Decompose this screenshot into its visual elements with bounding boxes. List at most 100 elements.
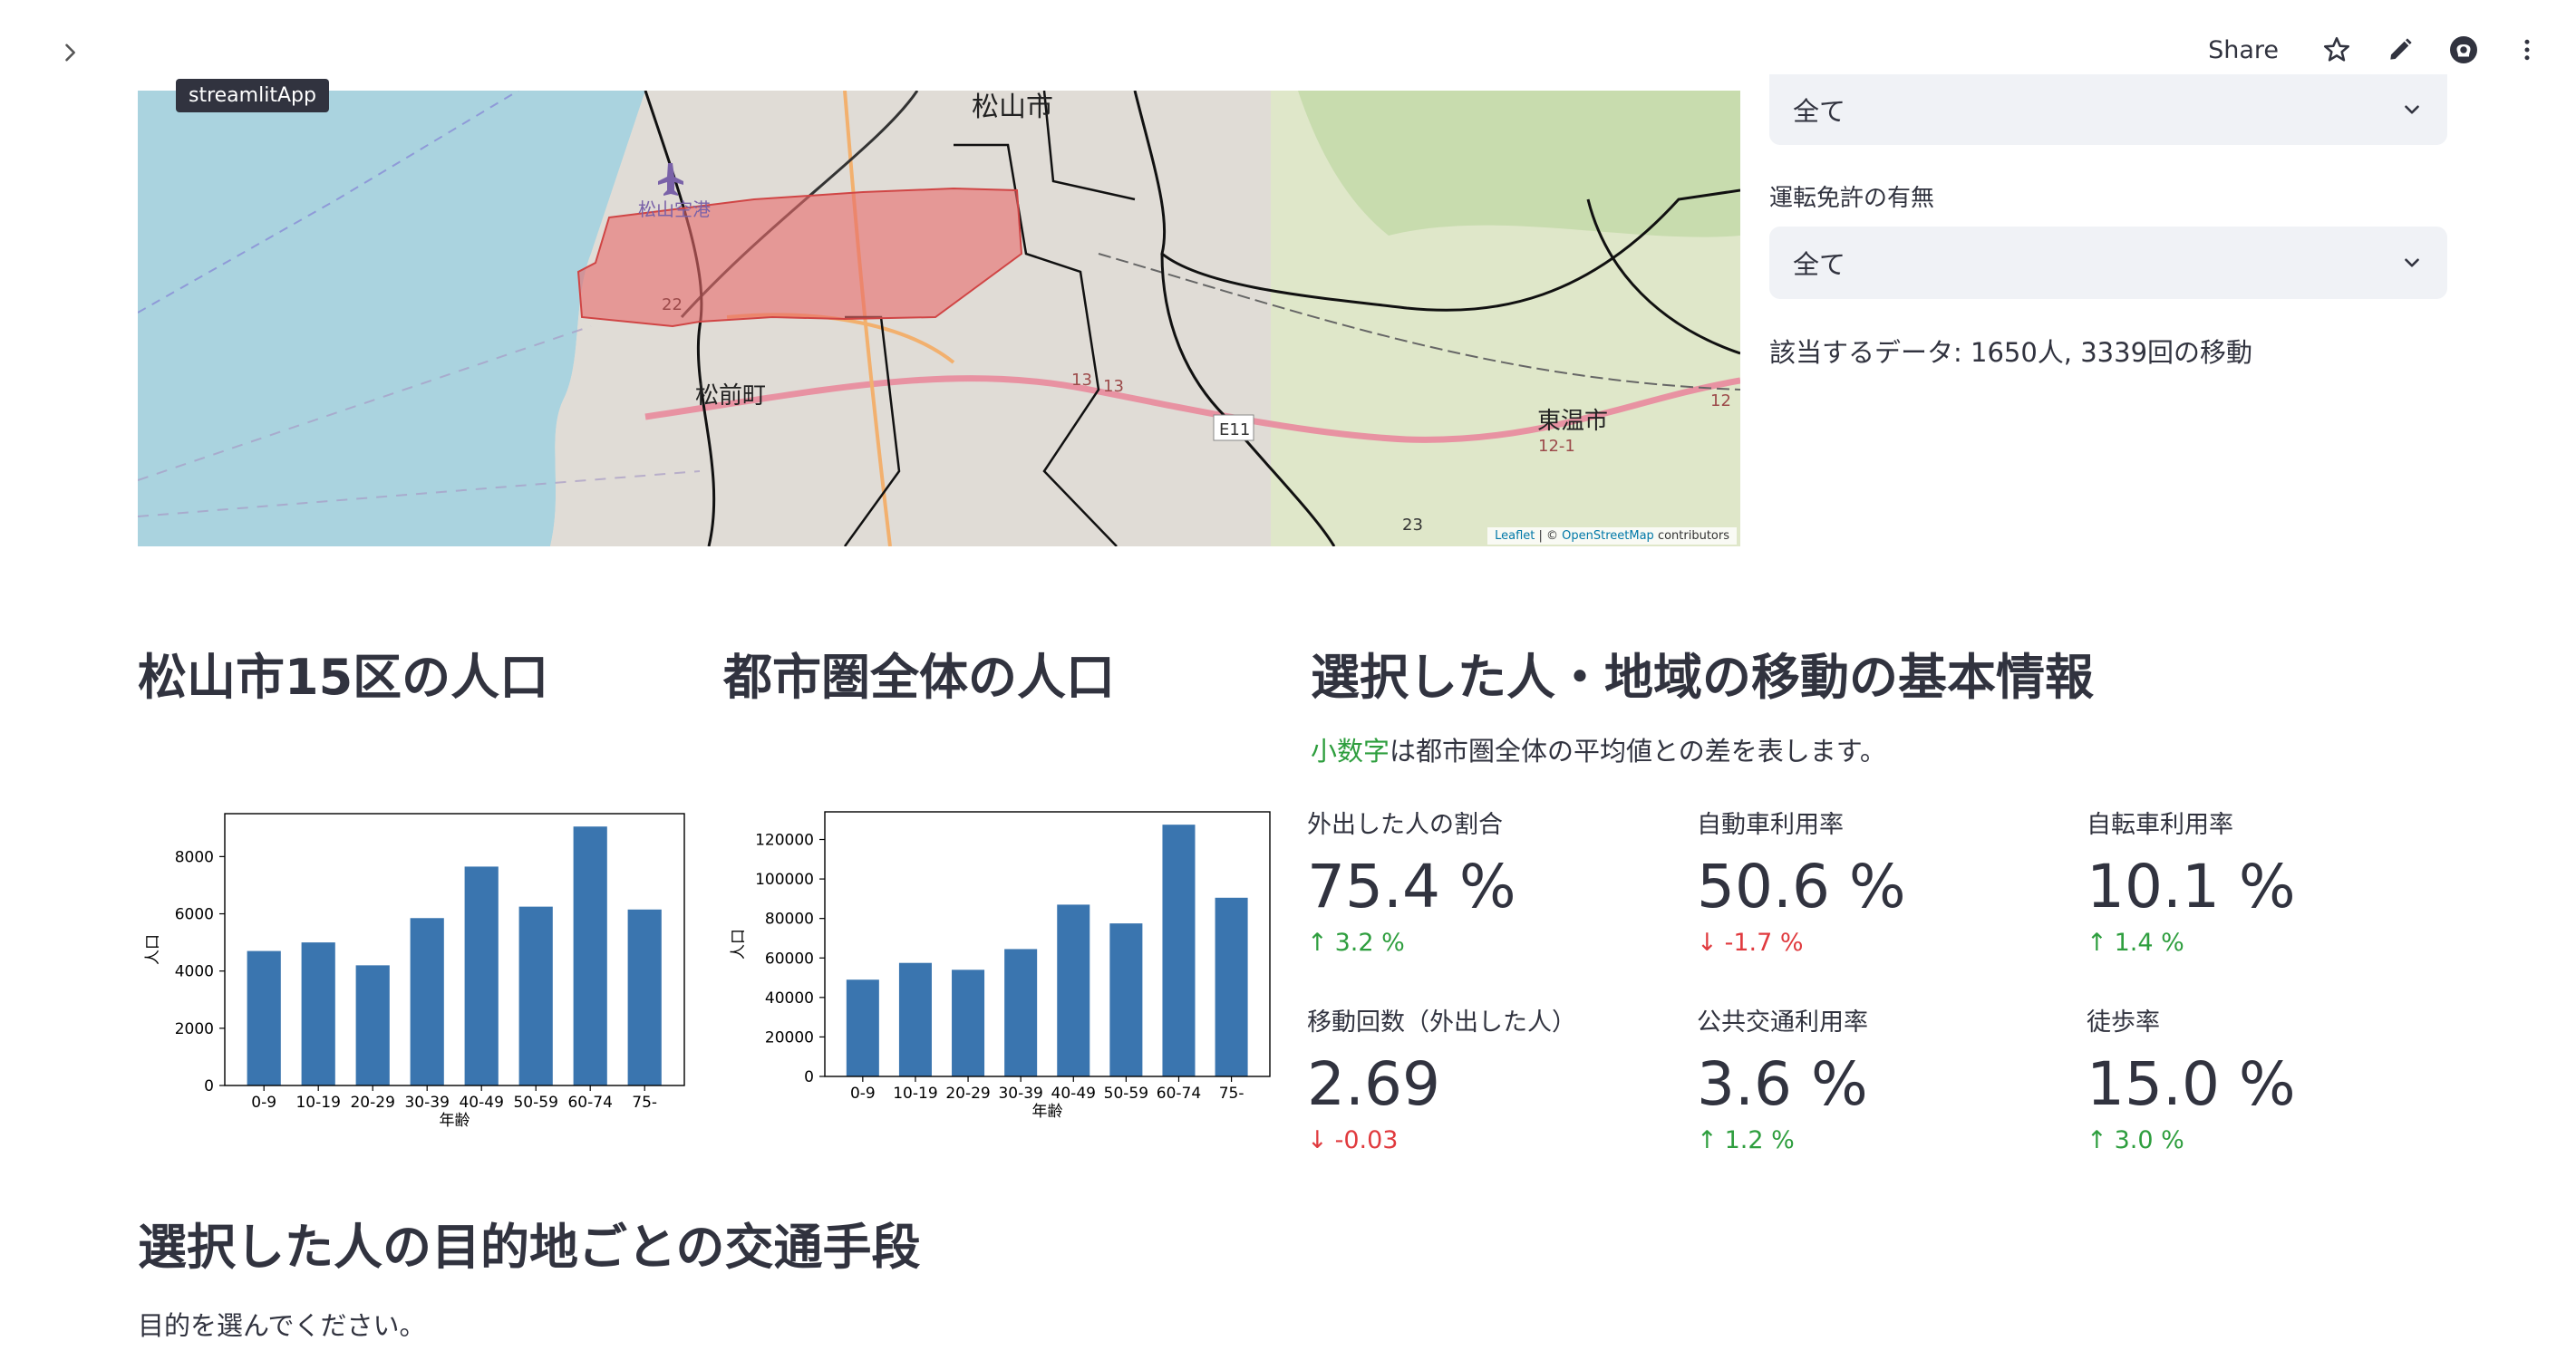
arrow-up-icon: ↑ <box>1307 929 1328 957</box>
mode-caption: 目的を選んでください。 <box>138 1310 426 1341</box>
bar-30-39 <box>1004 949 1038 1076</box>
header-actions: Share <box>2208 27 2549 72</box>
bar-20-29 <box>355 965 390 1085</box>
map-label-toon: 東温市 <box>1537 408 1608 435</box>
x-tick-label: 50-59 <box>1104 1085 1148 1103</box>
x-tick-label: 60-74 <box>1157 1085 1201 1103</box>
y-tick-label: 100000 <box>755 871 814 889</box>
metric-walk-rate: 徒歩率 15.0 % ↑ 3.0 % <box>2087 1008 2296 1154</box>
filter-select-top[interactable]: 全て <box>1769 74 2447 145</box>
leaflet-link[interactable]: Leaflet <box>1495 529 1535 543</box>
x-tick-label: 60-74 <box>567 1094 612 1112</box>
arrow-up-icon: ↑ <box>2087 929 2107 957</box>
y-axis-label: 人口 <box>144 934 162 965</box>
basic-info-caption: 小数字は都市圏全体の平均値との差を表します。 <box>1311 736 1886 767</box>
license-select[interactable]: 全て <box>1769 227 2447 299</box>
pop15-title: 松山市15区の人口 <box>138 649 549 706</box>
x-tick-label: 30-39 <box>998 1085 1042 1103</box>
license-label: 運転免許の有無 <box>1769 185 1935 212</box>
y-tick-label: 0 <box>204 1077 214 1095</box>
chevron-right-icon <box>65 43 75 62</box>
chevron-down-icon <box>2405 258 2419 267</box>
map-canvas: 松山市 松山空港 松前町 東温市 E11 22 13 13 12 12-1 23 <box>138 91 1740 546</box>
y-tick-label: 80000 <box>765 911 814 929</box>
y-tick-label: 0 <box>804 1068 814 1086</box>
arrow-up-icon: ↑ <box>1697 1126 1718 1154</box>
y-axis-label: 人口 <box>730 929 748 960</box>
data-summary: 該当するデータ: 1650人, 3339回の移動 <box>1769 337 2253 368</box>
github-icon[interactable] <box>2442 28 2485 72</box>
x-axis-label: 年齢 <box>440 1112 470 1130</box>
y-tick-label: 4000 <box>175 963 214 981</box>
map-label-matsuyama: 松山市 <box>972 92 1053 123</box>
bar-60-74 <box>573 826 607 1085</box>
x-tick-label: 50-59 <box>513 1094 557 1112</box>
metric-transit-rate: 公共交通利用率 3.6 % ↑ 1.2 % <box>1697 1008 1868 1154</box>
app-name-tooltip: streamlitApp <box>176 79 329 112</box>
y-tick-label: 60000 <box>765 950 814 968</box>
osm-link[interactable]: OpenStreetMap <box>1562 529 1654 543</box>
star-icon[interactable] <box>2315 28 2358 72</box>
arrow-down-icon: ↓ <box>1697 929 1718 957</box>
bar-40-49 <box>1057 904 1090 1076</box>
map-label-r13b: 13 <box>1103 377 1124 396</box>
popall-chart: 0-9 10-19 20-29 30-39 40-49 50-59 60-74 75- 0 200… <box>723 805 1279 1133</box>
metric-bicycle-rate: 自転車利用率 10.1 % ↑ 1.4 % <box>2087 811 2296 957</box>
chevron-down-icon <box>2405 105 2419 114</box>
bar-60-74 <box>1162 825 1196 1076</box>
y-tick-label: 20000 <box>765 1028 814 1047</box>
pencil-icon[interactable] <box>2378 28 2422 72</box>
bar-0-9 <box>247 950 281 1085</box>
bar-10-19 <box>898 962 932 1076</box>
bar-50-59 <box>1109 923 1143 1076</box>
caption-highlight: 小数字 <box>1311 736 1390 767</box>
x-tick-label: 40-49 <box>459 1094 503 1112</box>
metric-trip-count: 移動回数（外出した人） 2.69 ↓ -0.03 <box>1307 1008 1576 1154</box>
popall-title: 都市圏全体の人口 <box>723 649 1115 706</box>
bar-0-9 <box>846 979 879 1076</box>
x-tick-label: 75- <box>1219 1085 1244 1103</box>
y-tick-label: 40000 <box>765 989 814 1008</box>
bar-75- <box>1215 897 1248 1076</box>
arrow-down-icon: ↓ <box>1307 1126 1328 1154</box>
x-tick-label: 10-19 <box>893 1085 937 1103</box>
map-label-masaki: 松前町 <box>695 382 766 410</box>
plot-frame <box>824 811 1271 1077</box>
x-tick-label: 20-29 <box>350 1094 394 1112</box>
map-label-r23: 23 <box>1402 516 1423 535</box>
bar-30-39 <box>410 918 444 1085</box>
map-label-r13a: 13 <box>1071 371 1092 390</box>
more-vert-icon[interactable] <box>2505 28 2549 72</box>
mode-title: 選択した人の目的地ごとの交通手段 <box>138 1219 921 1276</box>
map-attribution: Leaflet | © OpenStreetMap contributors <box>1487 527 1737 545</box>
bar-75- <box>627 909 662 1085</box>
x-tick-label: 75- <box>632 1094 657 1112</box>
y-tick-label: 2000 <box>175 1020 214 1038</box>
metric-outing-rate: 外出した人の割合 75.4 % ↑ 3.2 % <box>1307 811 1516 957</box>
bar-50-59 <box>518 906 553 1085</box>
x-tick-label: 30-39 <box>404 1094 449 1112</box>
metric-car-rate: 自動車利用率 50.6 % ↓ -1.7 % <box>1697 811 1906 957</box>
share-button[interactable]: Share <box>2208 35 2279 64</box>
leaflet-map[interactable]: 松山市 松山空港 松前町 東温市 E11 22 13 13 12 12-1 23… <box>138 91 1740 546</box>
select-value: 全て <box>1793 249 1846 280</box>
bar-10-19 <box>301 942 335 1085</box>
sidebar-toggle-button[interactable] <box>50 33 90 72</box>
pop15-chart: 0-9 10-19 20-29 30-39 40-49 50-59 60-74 75- 0 200… <box>138 805 693 1144</box>
x-tick-label: 0-9 <box>251 1094 276 1112</box>
bar-20-29 <box>952 970 985 1076</box>
x-tick-label: 10-19 <box>295 1094 340 1112</box>
x-tick-label: 40-49 <box>1051 1085 1096 1103</box>
select-value: 全て <box>1793 96 1846 127</box>
x-axis-label: 年齢 <box>1032 1103 1063 1121</box>
x-tick-label: 20-29 <box>945 1085 990 1103</box>
map-label-r12: 12 <box>1710 391 1731 410</box>
y-tick-label: 8000 <box>175 848 214 866</box>
plot-frame <box>224 813 685 1086</box>
map-label-airport: 松山空港 <box>638 198 711 220</box>
y-tick-label: 120000 <box>755 832 814 850</box>
x-tick-label: 0-9 <box>850 1085 876 1103</box>
basic-info-title: 選択した人・地域の移動の基本情報 <box>1311 649 2094 706</box>
map-label-e11: E11 <box>1219 420 1250 439</box>
map-label-r22: 22 <box>662 295 683 314</box>
